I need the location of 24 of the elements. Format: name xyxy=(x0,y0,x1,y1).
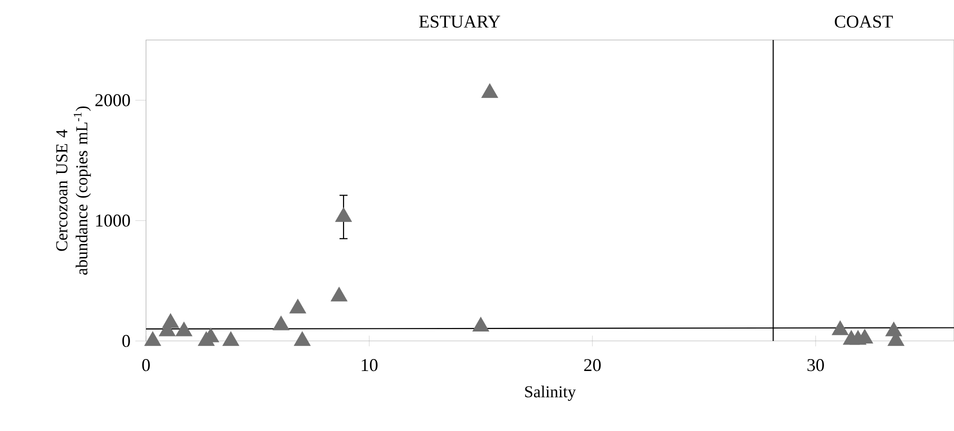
x-axis-title: Salinity xyxy=(525,386,576,401)
point xyxy=(294,331,311,346)
point xyxy=(222,331,240,346)
text: ESTUARY xyxy=(419,16,500,28)
y-tick-label: 0 xyxy=(122,334,130,348)
point xyxy=(198,331,215,346)
x-tick-label: 20 xyxy=(584,359,601,372)
y-tick-label: 1000 xyxy=(96,214,130,227)
x-tick-label: 30 xyxy=(807,359,824,372)
point xyxy=(472,316,490,332)
point xyxy=(481,83,498,98)
point xyxy=(335,207,352,222)
point xyxy=(330,286,348,302)
point xyxy=(289,298,306,314)
point xyxy=(832,320,849,336)
text: COAST xyxy=(834,16,893,28)
point xyxy=(144,331,162,346)
y-axis-title: Cercozoan USE 4 abundance (copies mL$^{-1}$) xyxy=(56,106,91,275)
x-tick-label: 10 xyxy=(362,359,378,372)
point xyxy=(176,322,192,336)
x-tick-label: 0 xyxy=(142,359,150,372)
point xyxy=(272,316,290,330)
point xyxy=(162,313,179,328)
y-tick-label: 2000 xyxy=(95,94,130,106)
